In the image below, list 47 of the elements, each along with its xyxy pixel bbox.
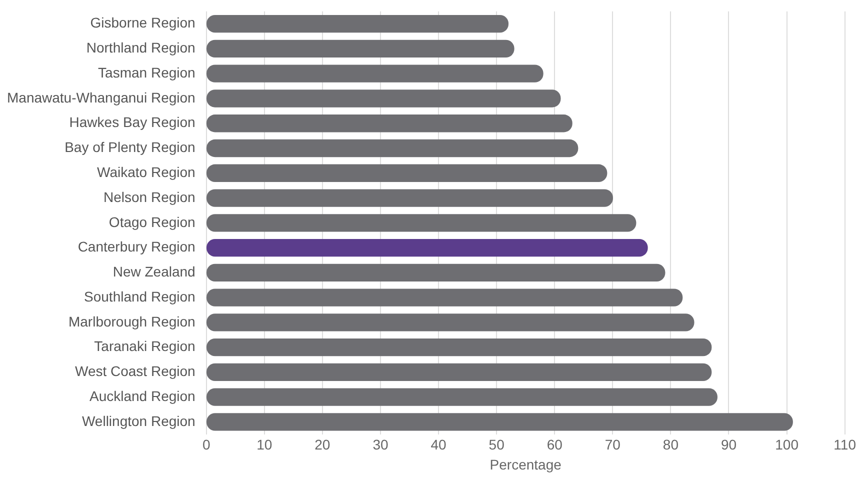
x-tick-label: 0: [202, 436, 210, 453]
y-tick-label: New Zealand: [112, 264, 196, 280]
bar: [206, 214, 636, 232]
y-tick-label: Gisborne Region: [90, 14, 196, 31]
bar: [206, 189, 613, 207]
y-tick-label: Waikato Region: [97, 164, 196, 180]
y-tick-label: Tasman Region: [98, 64, 196, 80]
x-tick-label: 80: [662, 436, 679, 453]
bar: [206, 15, 509, 33]
x-tick-label: 70: [604, 436, 621, 453]
y-tick-label: West Coast Region: [74, 363, 196, 380]
y-tick-label: Bay of Plenty Region: [64, 139, 196, 156]
y-tick-label: Taranaki Region: [94, 338, 196, 354]
x-tick-label: 110: [834, 436, 856, 453]
x-tick-label: 50: [488, 436, 505, 453]
bar: [206, 40, 514, 58]
y-tick-label: Hawkes Bay Region: [69, 114, 196, 130]
y-tick-label: Marlborough Region: [68, 313, 196, 330]
x-tick-label: 30: [372, 436, 388, 453]
bar: [206, 363, 712, 382]
y-tick-label: Manawatu-Whanganui Region: [6, 89, 196, 106]
y-tick-label: Southland Region: [84, 288, 196, 304]
bar: [206, 90, 561, 108]
bar: [206, 139, 578, 158]
y-tick-label: Wellington Region: [82, 412, 196, 429]
y-tick-label: Otago Region: [108, 214, 196, 230]
y-tick-label: Auckland Region: [89, 388, 196, 404]
bar: [206, 314, 694, 332]
y-tick-label: Nelson Region: [103, 188, 196, 205]
bar: [206, 388, 718, 406]
bar: [206, 264, 666, 282]
bar: [206, 413, 793, 431]
bar: [206, 338, 712, 356]
x-tick-label: 10: [256, 436, 272, 453]
bar: [206, 114, 572, 132]
y-tick-label: Canterbury Region: [78, 238, 196, 255]
bar: [206, 164, 608, 182]
x-tick-label: 100: [775, 436, 799, 453]
x-axis-title: Percentage: [490, 456, 562, 472]
x-tick-label: 40: [430, 436, 447, 453]
bar: [206, 238, 648, 257]
x-tick-label: 90: [720, 436, 737, 453]
bar: [206, 64, 544, 82]
y-tick-label: Northland Region: [86, 40, 196, 56]
x-tick-label: 60: [546, 436, 563, 453]
x-tick-label: 20: [314, 436, 330, 453]
bar: [206, 288, 683, 306]
